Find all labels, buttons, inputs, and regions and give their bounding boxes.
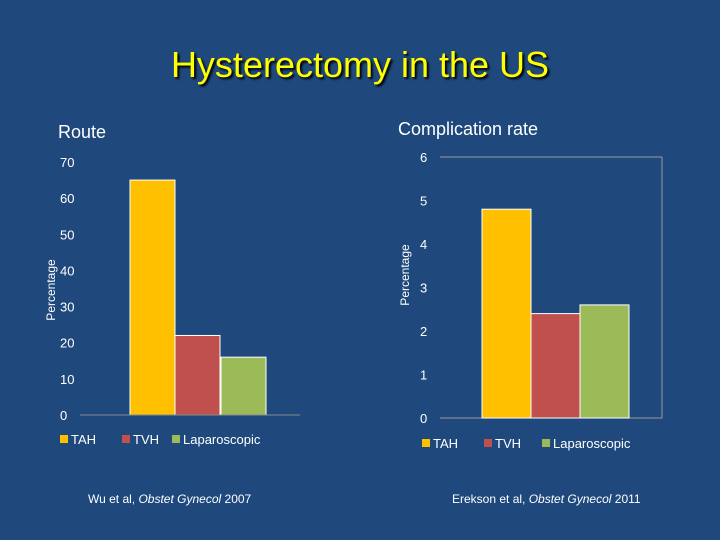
route-ytick-4: 40: [60, 263, 74, 278]
complication-ytick-6: 6: [420, 150, 427, 165]
route-legend-label-tvh: TVH: [133, 432, 159, 447]
route-citation: Wu et al, Obstet Gynecol 2007: [88, 492, 251, 506]
route-legend-label-laparoscopic: Laparoscopic: [183, 432, 261, 447]
complication-ytick-1: 1: [420, 368, 427, 383]
complication-ytick-0: 0: [420, 411, 427, 426]
route-chart-ylabel: Percentage: [44, 259, 58, 321]
route-ytick-1: 10: [60, 372, 74, 387]
route-citation-year: 2007: [221, 492, 252, 506]
complication-citation-authors: Erekson et al,: [452, 492, 529, 506]
complication-citation-journal: Obstet Gynecol: [528, 492, 612, 506]
complication-ytick-3: 3: [420, 281, 427, 296]
complication-ytick-4: 4: [420, 237, 427, 252]
complication-citation: Erekson et al, Obstet Gynecol 2011: [452, 492, 641, 506]
complication-legend-swatch-tah: [422, 439, 430, 447]
complication-ytick-5: 5: [420, 194, 427, 209]
route-ytick-7: 70: [60, 155, 74, 170]
complication-legend-swatch-laparoscopic: [542, 439, 550, 447]
route-legend-label-tah: TAH: [71, 432, 96, 447]
complication-legend-label-tvh: TVH: [495, 436, 521, 451]
complication-ytick-2: 2: [420, 324, 427, 339]
route-bar-tvh: [174, 334, 221, 416]
complication-bar-tvh: [530, 313, 581, 419]
route-bar-tah: [129, 179, 176, 416]
route-ytick-0: 0: [60, 408, 67, 423]
complication-legend-swatch-tvh: [484, 439, 492, 447]
route-legend-swatch-tvh: [122, 435, 130, 443]
route-legend-swatch-tah: [60, 435, 68, 443]
complication-chart-title: Complication rate: [398, 119, 538, 139]
route-ytick-3: 30: [60, 300, 74, 315]
complication-bar-laparoscopic: [579, 304, 630, 419]
route-citation-journal: Obstet Gynecol: [138, 492, 222, 506]
route-legend-swatch-laparoscopic: [172, 435, 180, 443]
complication-legend-label-tah: TAH: [433, 436, 458, 451]
complication-citation-year: 2011: [611, 492, 641, 506]
route-ytick-6: 60: [60, 191, 74, 206]
route-ytick-2: 20: [60, 336, 74, 351]
route-ytick-5: 50: [60, 227, 74, 242]
slide-title: Hysterectomy in the US: [170, 44, 550, 85]
complication-chart-ylabel: Percentage: [398, 244, 412, 306]
complication-bar-tah: [481, 208, 532, 419]
complication-legend-label-laparoscopic: Laparoscopic: [553, 436, 631, 451]
route-bar-laparoscopic: [220, 356, 267, 416]
route-citation-authors: Wu et al,: [88, 492, 139, 506]
route-chart-title: Route: [58, 122, 106, 142]
